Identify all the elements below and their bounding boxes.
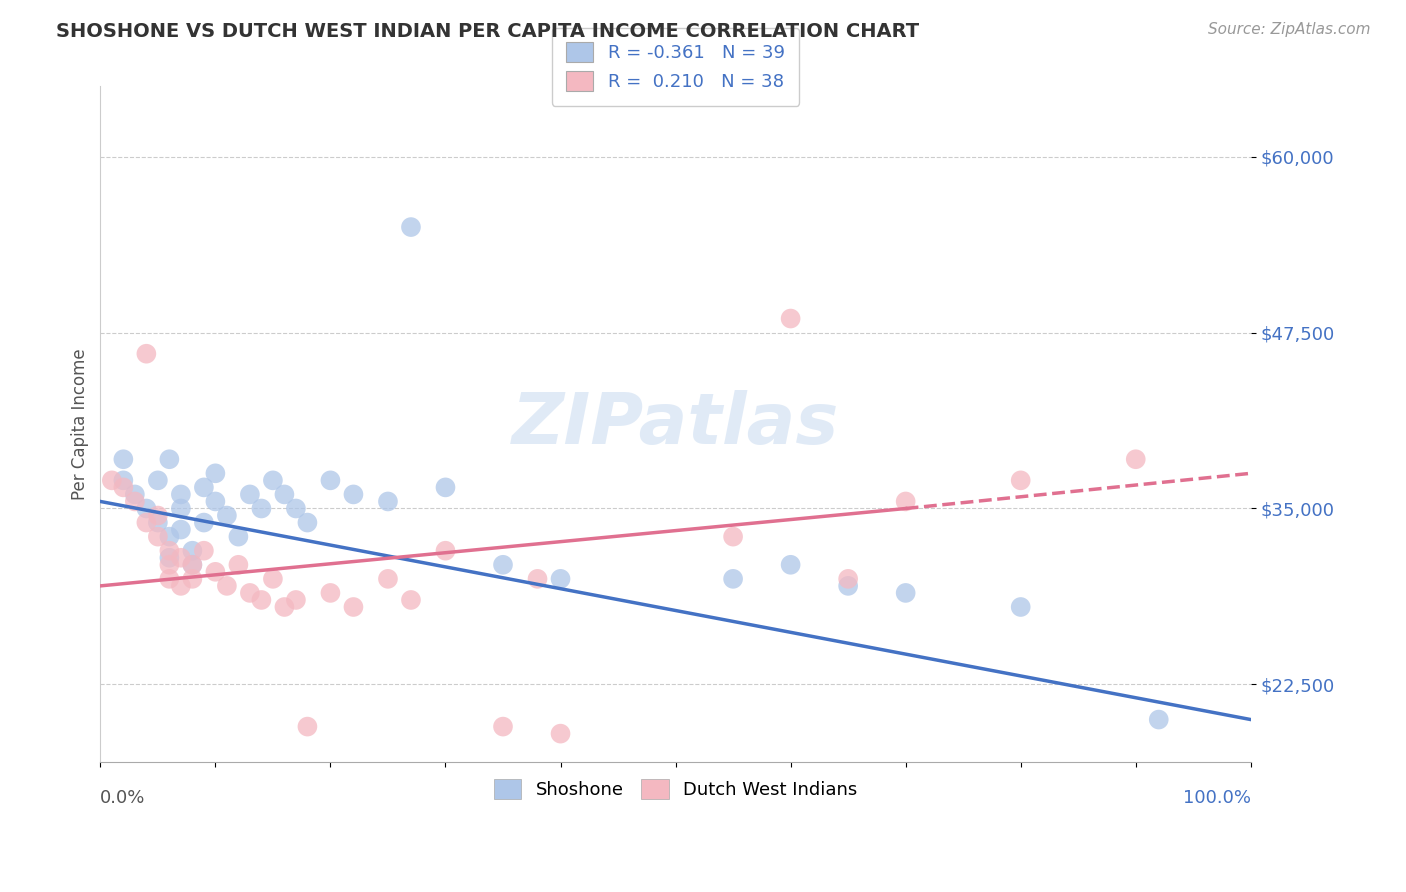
Point [170,501,193,516]
Point [342,487,364,501]
Point [157,452,180,467]
Point [135,347,157,361]
Point [399,220,422,235]
Point [204,565,226,579]
Point [1125,452,1147,467]
Point [204,494,226,508]
Point [377,494,399,508]
Point [101,474,124,488]
Point [146,474,169,488]
Point [239,586,262,600]
Point [228,558,250,572]
Point [124,487,146,501]
Point [204,467,226,481]
Point [894,586,917,600]
Point [492,720,515,734]
Point [135,501,157,516]
Point [146,516,169,530]
Point [170,579,193,593]
Point [146,508,169,523]
Point [273,487,295,501]
Point [124,494,146,508]
Point [181,558,204,572]
Point [157,543,180,558]
Point [550,572,572,586]
Point [721,572,744,586]
Point [215,508,238,523]
Point [181,558,204,572]
Point [239,487,262,501]
Point [157,572,180,586]
Point [319,474,342,488]
Point [112,474,135,488]
Point [146,530,169,544]
Point [193,516,215,530]
Point [112,480,135,494]
Text: ZIPatlas: ZIPatlas [512,390,839,458]
Text: 100.0%: 100.0% [1182,789,1251,806]
Point [492,558,515,572]
Text: Source: ZipAtlas.com: Source: ZipAtlas.com [1208,22,1371,37]
Point [170,487,193,501]
Point [1010,599,1032,614]
Point [837,579,859,593]
Point [779,311,801,326]
Point [262,572,284,586]
Text: 0.0%: 0.0% [100,789,146,806]
Point [434,543,457,558]
Point [399,593,422,607]
Point [779,558,801,572]
Point [157,550,180,565]
Point [837,572,859,586]
Point [181,572,204,586]
Point [135,516,157,530]
Point [157,530,180,544]
Point [228,530,250,544]
Point [262,474,284,488]
Point [284,593,307,607]
Point [193,543,215,558]
Point [377,572,399,586]
Point [526,572,548,586]
Point [250,501,273,516]
Point [181,543,204,558]
Point [297,516,319,530]
Legend: Shoshone, Dutch West Indians: Shoshone, Dutch West Indians [479,764,872,814]
Point [170,550,193,565]
Point [434,480,457,494]
Point [319,586,342,600]
Y-axis label: Per Capita Income: Per Capita Income [72,348,89,500]
Point [1010,474,1032,488]
Point [215,579,238,593]
Point [170,523,193,537]
Point [157,558,180,572]
Point [342,599,364,614]
Point [193,480,215,494]
Point [894,494,917,508]
Point [250,593,273,607]
Point [721,530,744,544]
Point [550,726,572,740]
Point [112,452,135,467]
Point [284,501,307,516]
Point [1147,713,1170,727]
Point [297,720,319,734]
Text: SHOSHONE VS DUTCH WEST INDIAN PER CAPITA INCOME CORRELATION CHART: SHOSHONE VS DUTCH WEST INDIAN PER CAPITA… [56,22,920,41]
Point [273,599,295,614]
